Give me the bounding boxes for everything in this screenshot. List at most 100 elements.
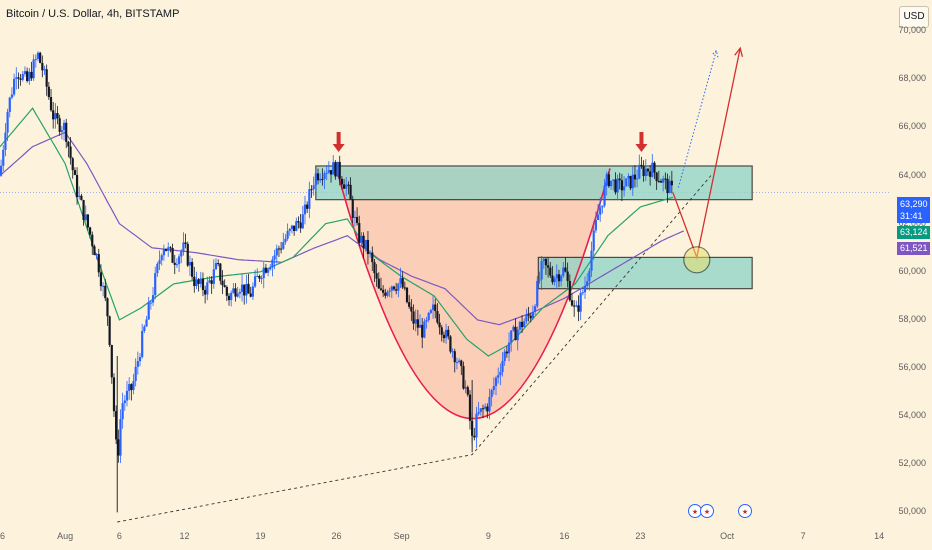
candle-body [206,282,209,295]
candle-body [388,290,391,292]
flag-us-icon[interactable]: ★ [738,504,752,518]
candle-body [492,386,495,391]
candle-body [529,315,532,319]
candle-body [520,321,524,328]
candle-body [566,271,569,281]
y-tick-label: 64,000 [898,169,926,180]
x-tick-label: 16 [559,531,570,541]
candle-body [527,314,530,316]
candle-body [345,184,348,189]
candle-body [444,329,448,339]
forecast-arrowhead [734,46,744,57]
candle-body [646,168,650,172]
candle-body [88,227,92,235]
candle-body [614,179,617,193]
candle-body [466,387,469,395]
candle-body [505,351,508,354]
candle-body [54,113,57,120]
candle-body [596,214,600,220]
candle-body [310,189,313,191]
candle-body [17,77,20,79]
candle-body [138,356,142,362]
candle-body [649,171,652,177]
y-tick-label: 66,000 [898,121,926,132]
candle-body [651,162,654,177]
candle-body [353,216,357,218]
candle-body [69,146,72,159]
candle-body [264,267,268,273]
candle-body [557,274,561,282]
x-tick-label: 9 [485,531,491,541]
candle-body [186,243,189,266]
candle-body [158,260,161,264]
candle-body [160,255,163,261]
candle-body [364,239,367,249]
candle-body [286,231,289,239]
candle-body [577,305,580,312]
candle-body [464,387,467,389]
candle-body [405,287,409,303]
candle-body [670,180,673,186]
x-tick-label: 26 [0,531,6,541]
candle-body [399,278,402,284]
candle-body [501,361,504,372]
candle-body [564,267,567,272]
candle-body [275,248,278,256]
candle-body [93,246,96,256]
candle-body [67,141,70,147]
candle-body [80,195,83,201]
candle-body [655,172,658,182]
down-arrow-icon [332,131,345,152]
candle-body [551,275,554,283]
candle-body [62,122,66,131]
candle-body [173,262,176,265]
candle-body [531,312,535,319]
candle-body [45,69,48,87]
candle-body [340,178,343,185]
candle-body [156,263,159,274]
candle-body [240,284,244,292]
candle-body [262,267,265,279]
candle-body [82,200,85,220]
candle-body [438,322,441,328]
candle-body [15,77,18,79]
candle-body [507,342,511,354]
chart-title: Bitcoin / U.S. Dollar, 4h, BITSTAMP [6,8,180,20]
candle-body [225,286,228,296]
candle-body [590,250,593,271]
candle-body [293,225,296,231]
candle-body [49,97,53,111]
flag-us-icon[interactable]: ★ [700,504,714,518]
candle-body [497,375,500,378]
candle-body [284,238,287,243]
candle-body [390,286,393,291]
candle-body [616,178,619,193]
candle-body [312,185,315,190]
candle-body [177,256,181,265]
candle-body [371,252,374,263]
candle-body [592,230,595,251]
candle-body [23,71,27,75]
x-tick-label: Sep [393,531,410,541]
candle-body [119,419,122,456]
candle-body [30,71,33,79]
candle-body [303,204,307,215]
forecast-path [672,47,741,260]
candle-body [369,252,372,255]
trendline-lower [117,175,712,523]
candle-body [136,361,139,367]
candle-body [34,58,37,60]
candle-body [514,326,517,341]
currency-button[interactable]: USD [899,6,929,28]
last-price-value: 63,290 [900,199,928,209]
x-tick-label: 7 [800,531,806,541]
candle-body [338,161,341,179]
candle-body [636,178,639,180]
candle-body [462,366,465,389]
candle-body [227,295,231,301]
candle-body [468,394,472,421]
candle-body [316,173,320,181]
candle-body [349,184,352,200]
